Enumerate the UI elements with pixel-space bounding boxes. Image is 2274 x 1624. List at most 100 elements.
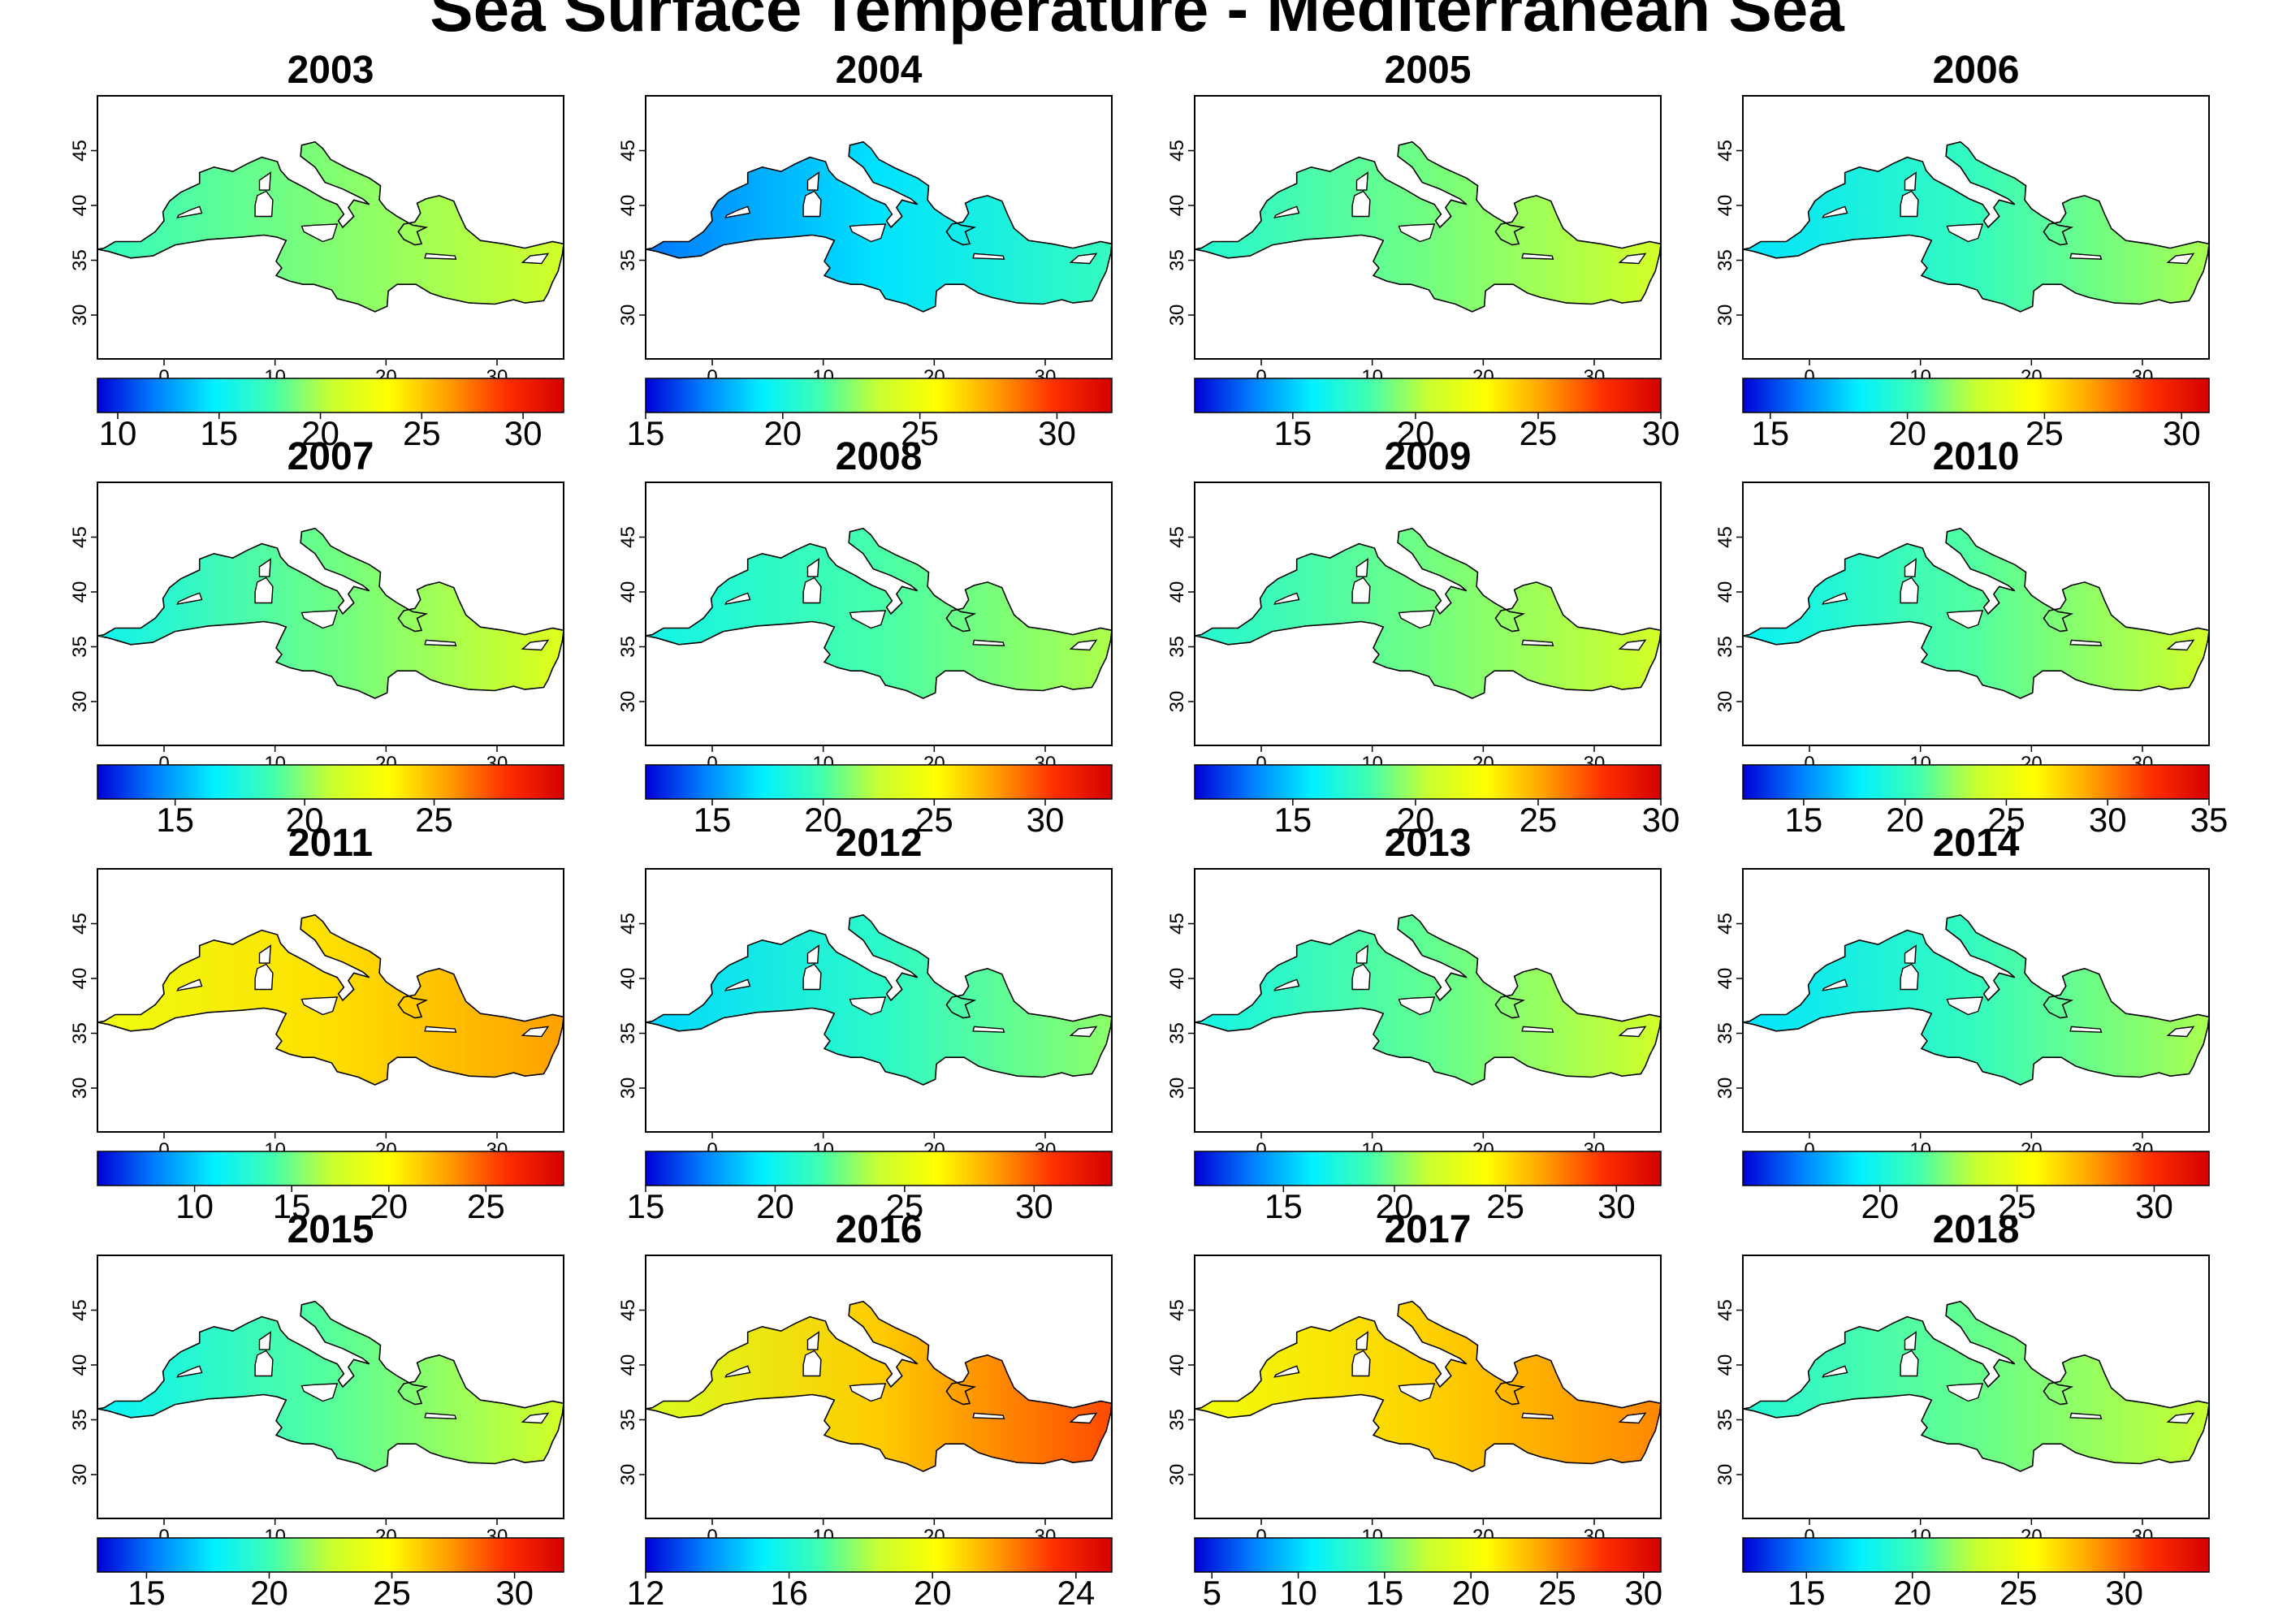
colorbar (1742, 1537, 2210, 1573)
island (176, 1365, 203, 1378)
island (1069, 639, 1098, 651)
colorbar-tick-label: 15 (200, 414, 238, 452)
colorbar (645, 378, 1113, 413)
y-tick-label: 30 (69, 691, 91, 713)
y-tick-label: 40 (617, 1354, 639, 1376)
y-tick-label: 45 (69, 1299, 91, 1321)
y-tick-label: 45 (617, 140, 639, 162)
colorbar-tick-label: 20 (1376, 1187, 1414, 1225)
island (1521, 1412, 1554, 1419)
y-tick-label: 35 (1714, 1409, 1736, 1431)
colorbar (645, 764, 1113, 800)
island (1618, 639, 1647, 651)
y-tick-label: 45 (1714, 526, 1736, 548)
colorbar (97, 764, 564, 800)
island (972, 253, 1005, 260)
y-tick-label: 40 (69, 968, 91, 990)
main-title: Sea Surface Temperature - Mediterranean … (430, 0, 1844, 45)
island (1618, 1412, 1647, 1424)
island (2166, 1026, 2195, 1038)
island (300, 610, 339, 629)
colorbar-tick-label: 15 (694, 801, 732, 839)
y-tick-label: 35 (69, 636, 91, 658)
y-tick-label: 45 (617, 526, 639, 548)
colorbar-tick-label: 15 (1265, 1187, 1303, 1225)
y-tick-label: 35 (1166, 636, 1188, 658)
island (521, 639, 550, 651)
colorbar-tick-label: 30 (1624, 1574, 1662, 1612)
y-tick-label: 45 (1166, 140, 1188, 162)
colorbar-tick-label: 15 (273, 1187, 311, 1225)
island (2069, 253, 2103, 260)
panel-title: 2007 (287, 435, 374, 478)
colorbar-tick-label: 25 (2025, 414, 2064, 452)
island (1900, 963, 1919, 991)
colorbar-tick-label: 20 (914, 1574, 952, 1612)
island (424, 639, 457, 646)
y-tick-label: 30 (1166, 1078, 1188, 1099)
island (806, 1331, 819, 1350)
island (1900, 1350, 1919, 1377)
island (1398, 610, 1436, 629)
island (806, 558, 819, 577)
colorbar-tick-label: 30 (1015, 1187, 1053, 1225)
island (1069, 253, 1098, 265)
colorbar-tick-label: 30 (495, 1574, 534, 1612)
island (1273, 205, 1300, 218)
colorbar-tick-label: 25 (1987, 801, 2025, 839)
colorbar-tick-label: 15 (1785, 801, 1823, 839)
island (1521, 253, 1554, 260)
colorbar (645, 1537, 1113, 1573)
island (1618, 1026, 1647, 1038)
colorbar-tick-label: 10 (1279, 1574, 1317, 1612)
island (2166, 1412, 2195, 1424)
island (724, 592, 751, 605)
y-tick-label: 30 (1166, 304, 1188, 326)
island (1946, 223, 1984, 243)
island (972, 1026, 1005, 1033)
island (254, 577, 274, 604)
colorbar-tick-label: 15 (1273, 414, 1312, 452)
y-tick-label: 30 (617, 1078, 639, 1099)
island (424, 253, 457, 260)
island (802, 963, 822, 991)
panel-title: 2014 (1933, 822, 2020, 865)
y-tick-label: 35 (69, 249, 91, 271)
panel-title: 2017 (1385, 1208, 1472, 1251)
panel-title: 2018 (1933, 1208, 2020, 1251)
colorbar-tick-label: 30 (504, 414, 543, 452)
colorbar (1194, 378, 1662, 413)
colorbar-tick-label: 10 (99, 414, 137, 452)
island (258, 558, 271, 577)
y-tick-label: 35 (1166, 249, 1188, 271)
colorbar-tick-label: 25 (1520, 414, 1558, 452)
y-tick-label: 30 (1166, 1464, 1188, 1486)
y-tick-label: 35 (1714, 1022, 1736, 1044)
colorbar-tick-label: 20 (1893, 1574, 1931, 1612)
colorbar-tick-label: 20 (250, 1574, 288, 1612)
island (849, 610, 887, 629)
island (1822, 592, 1848, 605)
y-tick-label: 35 (69, 1022, 91, 1044)
y-tick-label: 45 (1166, 913, 1188, 935)
y-tick-label: 30 (617, 1464, 639, 1486)
panel-title: 2015 (287, 1208, 374, 1251)
colorbar-tick-label: 15 (627, 414, 665, 452)
colorbar-tick-label: 30 (1642, 414, 1680, 452)
y-tick-label: 30 (1714, 304, 1736, 326)
y-tick-label: 40 (1166, 1354, 1188, 1376)
island (1822, 978, 1848, 991)
island (176, 978, 203, 991)
island (1273, 592, 1300, 605)
island (1618, 253, 1647, 265)
island (1822, 1365, 1848, 1378)
colorbar (1742, 764, 2210, 800)
y-tick-label: 45 (1714, 140, 1736, 162)
colorbar (1194, 764, 1662, 800)
island (1521, 639, 1554, 646)
